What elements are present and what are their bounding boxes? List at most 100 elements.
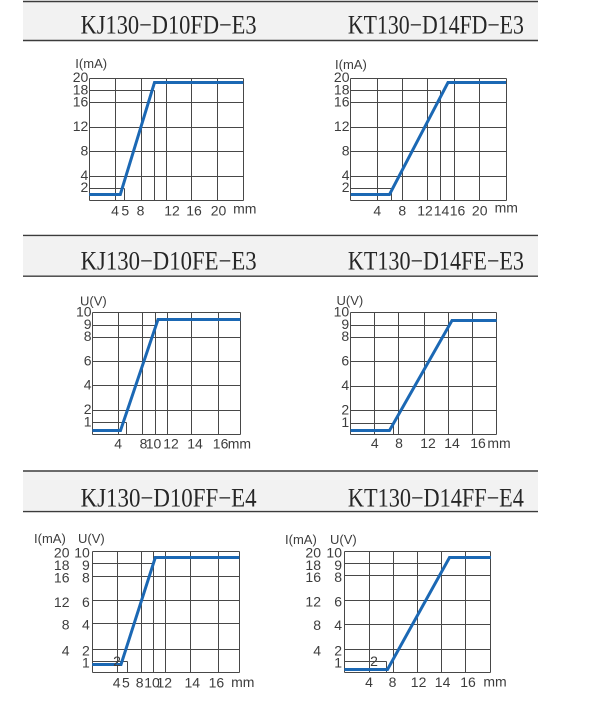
svg-text:2: 2	[342, 179, 350, 195]
svg-text:4: 4	[113, 675, 121, 691]
svg-text:20: 20	[334, 69, 350, 85]
svg-text:mm: mm	[233, 200, 256, 216]
svg-text:16: 16	[73, 94, 89, 110]
svg-text:12: 12	[305, 594, 321, 610]
svg-text:8: 8	[398, 203, 406, 219]
svg-text:10: 10	[334, 304, 350, 320]
svg-text:18: 18	[54, 557, 70, 573]
svg-text:U(V): U(V)	[330, 532, 357, 547]
svg-text:6: 6	[82, 594, 90, 610]
svg-text:4: 4	[114, 435, 122, 451]
svg-text:2: 2	[370, 653, 378, 669]
svg-text:KJ130−D10FE−E3: KJ130−D10FE−E3	[81, 247, 257, 276]
svg-text:10: 10	[326, 545, 342, 561]
svg-text:12: 12	[73, 118, 89, 134]
svg-text:4: 4	[111, 203, 119, 219]
svg-text:9: 9	[82, 557, 90, 573]
svg-text:5: 5	[121, 203, 129, 219]
svg-text:16: 16	[470, 435, 486, 451]
svg-text:4: 4	[341, 377, 349, 393]
svg-text:9: 9	[334, 557, 342, 573]
svg-text:4: 4	[342, 167, 350, 183]
svg-text:1: 1	[82, 655, 90, 671]
svg-text:8: 8	[84, 328, 92, 344]
svg-text:I(mA): I(mA)	[335, 57, 367, 72]
svg-text:4: 4	[371, 435, 379, 451]
svg-text:mm: mm	[495, 200, 518, 216]
svg-text:14: 14	[185, 675, 201, 691]
svg-text:16: 16	[54, 570, 70, 586]
svg-text:4: 4	[84, 377, 92, 393]
svg-text:4: 4	[373, 203, 381, 219]
svg-text:2: 2	[82, 642, 90, 658]
svg-text:8: 8	[140, 435, 148, 451]
svg-text:20: 20	[472, 203, 488, 219]
svg-text:8: 8	[81, 142, 89, 158]
svg-text:10: 10	[74, 545, 90, 561]
svg-text:8: 8	[136, 675, 144, 691]
svg-text:mm: mm	[228, 435, 251, 451]
svg-text:10: 10	[76, 304, 92, 320]
svg-text:12: 12	[164, 203, 180, 219]
svg-text:16: 16	[450, 203, 466, 219]
svg-text:16: 16	[305, 569, 321, 585]
svg-text:12: 12	[334, 118, 350, 134]
svg-text:1: 1	[334, 655, 342, 671]
svg-text:16: 16	[186, 203, 202, 219]
svg-text:8: 8	[137, 203, 145, 219]
svg-text:16: 16	[209, 675, 225, 691]
svg-text:14: 14	[434, 203, 450, 219]
svg-text:10: 10	[144, 675, 160, 691]
svg-text:8: 8	[395, 435, 403, 451]
svg-text:8: 8	[334, 569, 342, 585]
svg-text:U(V): U(V)	[337, 293, 364, 308]
svg-text:4: 4	[334, 617, 342, 633]
svg-text:14: 14	[187, 435, 203, 451]
svg-text:U(V): U(V)	[78, 531, 105, 546]
svg-text:20: 20	[305, 545, 321, 561]
svg-text:KJ130−D10FF−E4: KJ130−D10FF−E4	[81, 484, 257, 513]
svg-text:4: 4	[313, 642, 321, 658]
svg-text:2: 2	[334, 642, 342, 658]
svg-text:8: 8	[341, 328, 349, 344]
svg-text:4: 4	[62, 642, 70, 658]
svg-text:2: 2	[113, 653, 121, 669]
svg-text:8: 8	[389, 674, 397, 690]
svg-text:4: 4	[81, 167, 89, 183]
svg-text:8: 8	[82, 570, 90, 586]
svg-text:I(mA): I(mA)	[34, 531, 66, 546]
svg-text:mm: mm	[487, 435, 510, 451]
svg-text:8: 8	[313, 617, 321, 633]
svg-text:KJ130−D10FD−E3: KJ130−D10FD−E3	[81, 11, 257, 40]
svg-text:12: 12	[417, 203, 433, 219]
svg-text:20: 20	[54, 545, 70, 561]
svg-text:6: 6	[84, 352, 92, 368]
svg-text:16: 16	[334, 94, 350, 110]
svg-text:I(mA): I(mA)	[285, 532, 317, 547]
svg-text:9: 9	[84, 316, 92, 332]
svg-text:U(V): U(V)	[80, 294, 107, 309]
svg-text:16: 16	[213, 435, 229, 451]
svg-text:12: 12	[420, 435, 436, 451]
svg-text:10: 10	[146, 435, 162, 451]
svg-text:6: 6	[341, 353, 349, 369]
svg-text:mm: mm	[483, 674, 506, 690]
svg-text:1: 1	[341, 414, 349, 430]
svg-text:20: 20	[73, 69, 89, 85]
svg-text:12: 12	[163, 435, 179, 451]
svg-text:2: 2	[84, 401, 92, 417]
svg-text:8: 8	[62, 617, 70, 633]
svg-text:16: 16	[460, 674, 476, 690]
svg-text:2: 2	[81, 179, 89, 195]
svg-text:9: 9	[341, 316, 349, 332]
svg-text:8: 8	[342, 142, 350, 158]
svg-text:14: 14	[444, 435, 460, 451]
svg-text:2: 2	[341, 401, 349, 417]
svg-text:KT130−D14FE−E3: KT130−D14FE−E3	[348, 247, 524, 276]
svg-text:12: 12	[411, 674, 427, 690]
svg-text:20: 20	[211, 203, 227, 219]
svg-text:I(mA): I(mA)	[75, 56, 107, 71]
svg-text:5: 5	[122, 675, 130, 691]
svg-text:18: 18	[305, 557, 321, 573]
svg-text:18: 18	[73, 81, 89, 97]
